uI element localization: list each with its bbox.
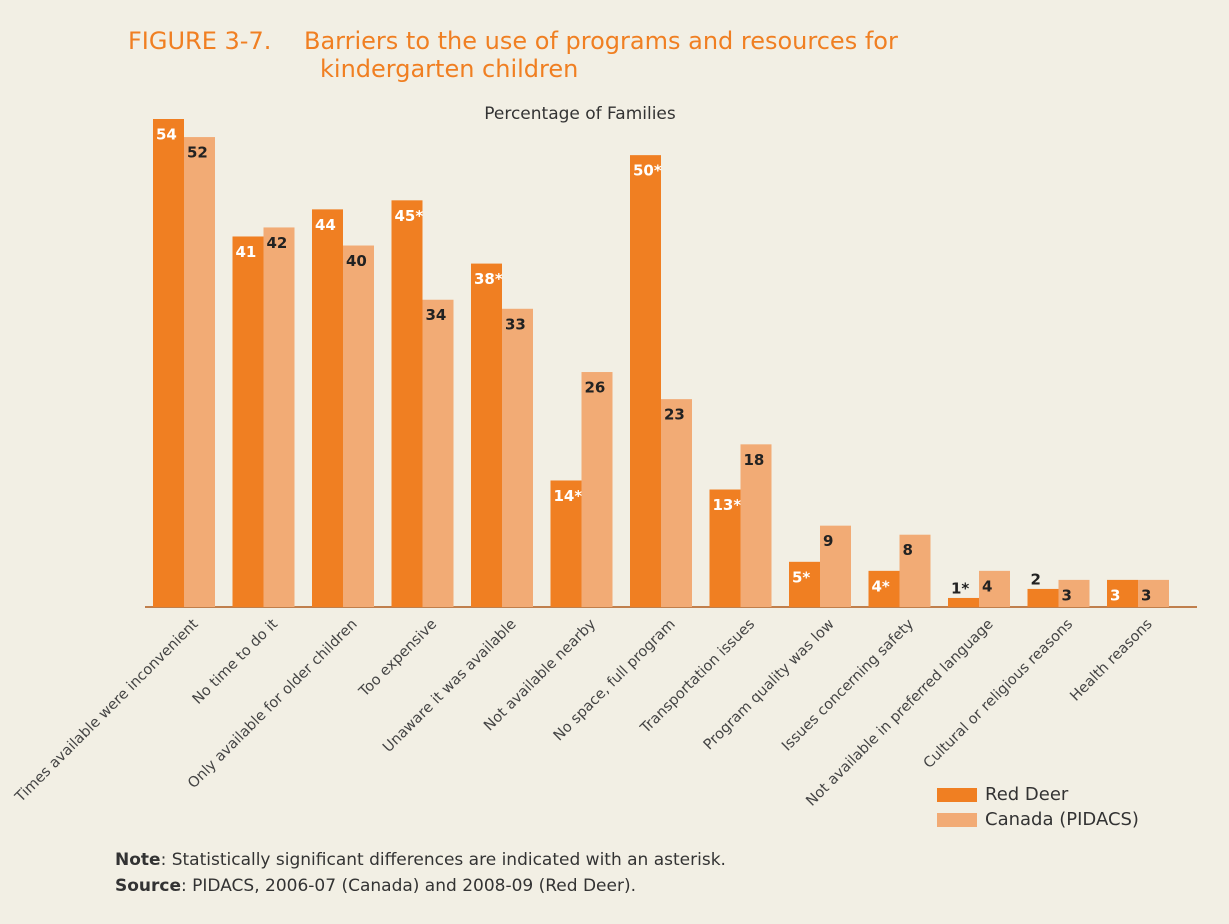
bar <box>709 489 741 607</box>
bar <box>789 561 820 607</box>
value-label: 45* <box>395 207 424 225</box>
bar <box>1058 579 1090 607</box>
bar <box>899 534 931 607</box>
bar <box>550 480 582 607</box>
value-label: 50* <box>633 162 662 180</box>
value-label: 1* <box>951 579 969 597</box>
value-label: 4* <box>872 577 890 595</box>
value-label: 14* <box>554 487 583 505</box>
value-label: 3 <box>1110 586 1120 604</box>
bar <box>661 399 692 607</box>
note-label: Note <box>115 850 161 870</box>
value-label: 2 <box>1031 570 1041 588</box>
figure-label: FIGURE 3-7. <box>128 27 271 55</box>
value-label: 23 <box>664 406 685 424</box>
bar <box>868 570 900 607</box>
chart-title: kindergarten children <box>320 55 578 83</box>
value-label: 9 <box>823 532 833 550</box>
bar <box>422 299 454 607</box>
value-label: 52 <box>187 144 208 162</box>
source-label: Source <box>115 876 181 896</box>
value-label: 8 <box>903 541 913 559</box>
bar <box>312 209 343 608</box>
bar <box>471 263 502 607</box>
note: Note: Statistically significant differen… <box>115 850 726 870</box>
bar <box>263 227 295 607</box>
bar <box>1138 579 1169 607</box>
bar <box>1107 579 1138 607</box>
value-label: 3 <box>1141 586 1151 604</box>
value-label: 5* <box>792 568 810 586</box>
bar <box>343 245 374 607</box>
legend-label: Red Deer <box>985 784 1069 805</box>
bar <box>820 525 851 607</box>
value-label: 54 <box>156 126 177 144</box>
bar <box>948 597 979 607</box>
bar <box>391 200 423 608</box>
value-label: 40 <box>346 252 367 270</box>
legend-label: Canada (PIDACS) <box>985 809 1139 830</box>
legend-swatch <box>937 813 977 827</box>
bar <box>630 155 661 608</box>
bar <box>232 236 264 607</box>
value-label: 41 <box>236 243 257 261</box>
note-text: : Statistically significant differences … <box>161 850 726 870</box>
value-label: 18 <box>744 451 765 469</box>
source: Source: PIDACS, 2006-07 (Canada) and 200… <box>115 876 636 896</box>
value-label: 26 <box>585 379 606 397</box>
value-label: 42 <box>267 234 288 252</box>
source-text: : PIDACS, 2006-07 (Canada) and 2008-09 (… <box>181 876 636 896</box>
bar <box>740 444 772 607</box>
bar <box>581 372 613 607</box>
value-label: 4 <box>982 577 992 595</box>
value-label: 34 <box>426 306 447 324</box>
bar <box>153 119 184 607</box>
value-label: 33 <box>505 315 526 333</box>
value-label: 44 <box>315 216 336 234</box>
bar <box>184 137 215 607</box>
legend-swatch <box>937 788 977 802</box>
subtitle: Percentage of Families <box>484 104 676 124</box>
bar <box>979 570 1010 607</box>
bar <box>1027 588 1059 607</box>
chart-title: Barriers to the use of programs and reso… <box>304 27 898 55</box>
value-label: 13* <box>713 496 742 514</box>
value-label: 3 <box>1062 586 1072 604</box>
value-label: 38* <box>474 270 503 288</box>
bar <box>502 308 533 607</box>
